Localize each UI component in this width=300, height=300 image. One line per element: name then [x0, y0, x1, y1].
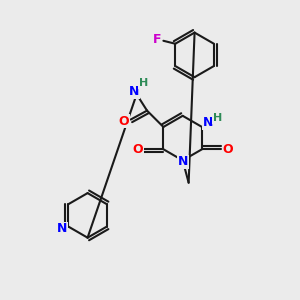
- Text: O: O: [132, 143, 143, 156]
- Text: H: H: [139, 78, 148, 88]
- Text: H: H: [213, 113, 222, 123]
- Text: N: N: [203, 116, 214, 129]
- Text: O: O: [223, 143, 233, 156]
- Text: N: N: [57, 222, 67, 236]
- Text: F: F: [153, 33, 161, 46]
- Text: N: N: [128, 85, 139, 98]
- Text: O: O: [119, 115, 130, 128]
- Text: N: N: [178, 155, 188, 168]
